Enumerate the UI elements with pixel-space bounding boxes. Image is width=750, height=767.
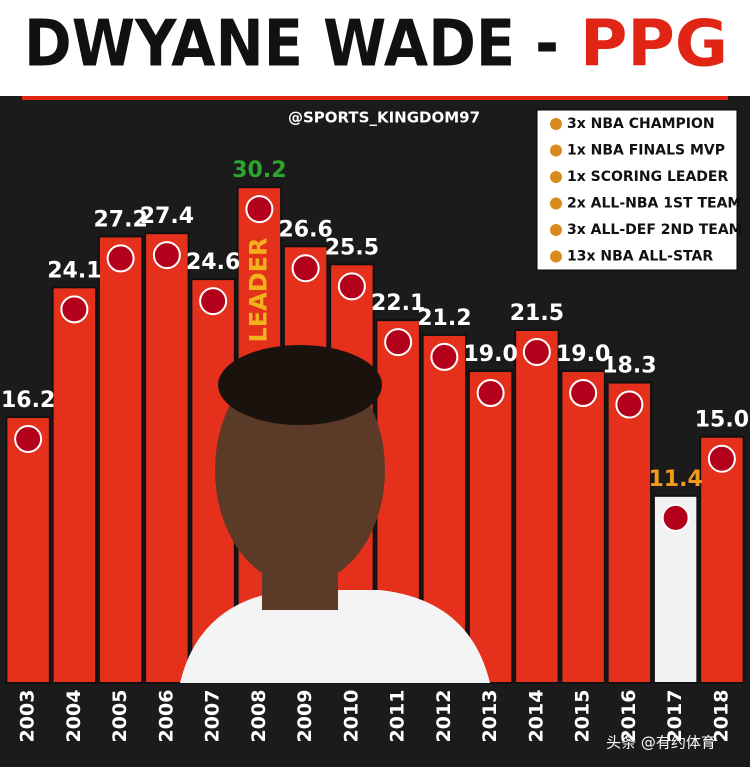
accolade: 3x ALL-DEF 2ND TEAM [567, 222, 743, 238]
accolade: 2x ALL-NBA 1ST TEAM [567, 196, 741, 212]
bar [467, 370, 514, 684]
value-label: 19.0 [463, 342, 517, 367]
watermark: 头条 @有约体育 [606, 734, 716, 752]
team-logo [569, 379, 598, 408]
bar [606, 381, 653, 684]
accolade-icon [550, 171, 562, 183]
chart-title: DWYANE WADE - [24, 8, 559, 82]
team-logo [384, 328, 413, 357]
team-logo [707, 444, 736, 473]
accolade-icon [550, 144, 562, 157]
value-label: 15.0 [695, 408, 749, 433]
team-logo [522, 338, 551, 367]
team-logo [152, 241, 181, 270]
x-tick-label: 2005 [109, 690, 131, 743]
accolade-icon [550, 197, 562, 210]
accolade-list: 3x NBA CHAMPION 1x NBA FINALS MVP 1x SCORI… [550, 116, 743, 265]
x-tick-label: 2009 [294, 690, 316, 743]
bar [514, 329, 560, 684]
x-tick-label: 2018 [710, 690, 732, 743]
team-logo [337, 272, 366, 301]
team-logo [106, 244, 135, 273]
team-logo [476, 379, 505, 408]
team-logo [661, 503, 690, 532]
annotation: LEADER [244, 237, 272, 342]
value-label: 27.4 [140, 204, 194, 229]
x-tick-label: 2014 [525, 690, 547, 743]
accolade: 1x SCORING LEADER [567, 169, 728, 185]
bar [560, 370, 606, 684]
value-label: 21.2 [417, 306, 471, 331]
team-logo [245, 195, 274, 224]
accolade-box [536, 109, 738, 271]
x-tick-label: 2012 [433, 690, 455, 743]
value-label: 16.2 [1, 388, 55, 413]
value-label: 21.5 [510, 301, 564, 326]
bar [144, 232, 190, 684]
x-tick-label: 2015 [572, 690, 594, 743]
x-tick-label: 2006 [155, 690, 177, 743]
value-label: 19.0 [556, 342, 610, 367]
accolade-icon [550, 224, 562, 236]
bar [51, 286, 98, 684]
value-label: 11.4 [648, 467, 702, 492]
accolade: 3x NBA CHAMPION [567, 116, 715, 132]
team-logo [430, 342, 459, 371]
value-label: 26.6 [278, 217, 332, 242]
title-underline [22, 96, 728, 100]
bar [699, 435, 745, 684]
team-logo [615, 390, 644, 419]
value-label: 27.2 [93, 207, 147, 232]
value-label: 22.1 [371, 291, 425, 316]
team-logo [14, 425, 43, 454]
bar [97, 235, 144, 685]
x-tick-label: 2013 [479, 690, 501, 743]
value-label: 24.6 [186, 250, 240, 275]
accolade-icon [550, 250, 562, 263]
accolade-icon [550, 118, 562, 130]
accolade: 13x NBA ALL-STAR [567, 249, 713, 265]
value-label: 25.5 [325, 235, 379, 260]
chart-title-highlight: PPG [580, 8, 728, 82]
value-label: 18.3 [602, 354, 656, 379]
x-tick-label: 2011 [387, 690, 409, 743]
x-tick-label: 2017 [664, 690, 686, 743]
x-tick-label: 2004 [63, 690, 85, 743]
subtitle: @SPORTS_KINGDOM97 [288, 109, 480, 127]
x-tick-label: 2010 [340, 690, 362, 743]
x-tick-label: 2007 [202, 690, 224, 743]
accolade: 1x NBA FINALS MVP [567, 143, 725, 159]
x-tick-label: 2016 [618, 690, 640, 743]
bar [5, 416, 51, 684]
team-logo [199, 287, 228, 316]
x-tick-label: 2008 [248, 690, 270, 743]
team-logo [291, 254, 320, 283]
header-band [0, 0, 750, 96]
value-label: 30.2 [232, 158, 286, 183]
value-label: 24.1 [47, 258, 101, 283]
player-photo [180, 345, 490, 683]
team-logo [60, 295, 89, 324]
x-tick-label: 2003 [17, 690, 39, 743]
